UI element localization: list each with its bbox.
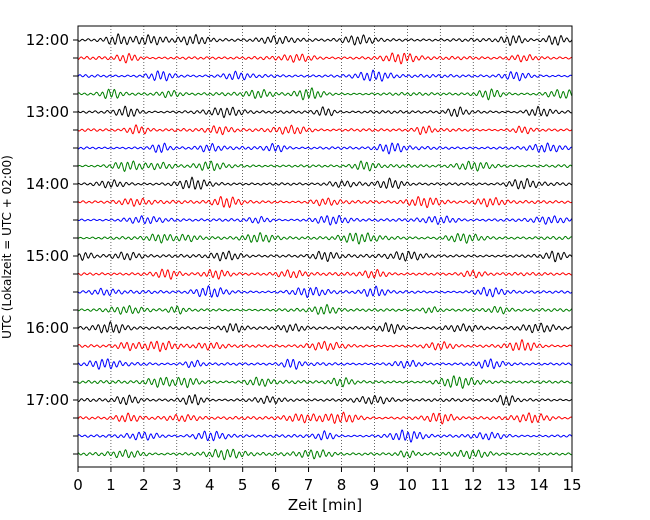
x-tick-label-4: 4 xyxy=(205,476,215,494)
trace-layer xyxy=(77,33,573,461)
y-tick-label-1200: 12:00 xyxy=(26,31,69,49)
trace-1630 xyxy=(77,358,573,370)
trace-1615 xyxy=(77,338,573,353)
x-tick-label-14: 14 xyxy=(530,476,549,494)
y-tick-label-1300: 13:00 xyxy=(26,103,69,121)
trace-1400 xyxy=(77,176,573,190)
trace-1200 xyxy=(77,33,573,47)
x-tick-label-12: 12 xyxy=(464,476,483,494)
x-axis-label: Zeit [min] xyxy=(288,496,362,514)
trace-1515 xyxy=(77,268,572,280)
trace-1415 xyxy=(77,196,573,209)
x-tick-label-15: 15 xyxy=(562,476,581,494)
x-tick-label-5: 5 xyxy=(238,476,248,494)
trace-1330 xyxy=(77,142,573,155)
trace-1345 xyxy=(77,160,573,173)
x-tick-label-2: 2 xyxy=(139,476,149,494)
y-tick-label-1500: 15:00 xyxy=(26,247,69,265)
y-tick-label-1600: 16:00 xyxy=(26,319,69,337)
x-tick-label-7: 7 xyxy=(304,476,314,494)
trace-1445 xyxy=(77,232,573,245)
trace-1230 xyxy=(77,69,573,82)
x-tick-label-3: 3 xyxy=(172,476,182,494)
trace-1530 xyxy=(77,284,573,298)
x-tick-label-8: 8 xyxy=(337,476,347,494)
trace-1715 xyxy=(77,411,573,425)
trace-1245 xyxy=(77,87,573,101)
plot-frame xyxy=(77,25,573,468)
trace-1545 xyxy=(77,303,573,315)
x-tick-label-6: 6 xyxy=(271,476,281,494)
x-tick-label-11: 11 xyxy=(431,476,450,494)
trace-1215 xyxy=(77,52,573,65)
trace-1300 xyxy=(77,105,573,119)
trace-1600 xyxy=(77,321,573,335)
trace-1315 xyxy=(77,124,573,136)
y-axis-ticks: 12:00 13:00 14:00 15:00 16:00 17:00 xyxy=(26,31,78,455)
x-tick-label-0: 0 xyxy=(73,476,83,494)
x-tick-label-10: 10 xyxy=(398,476,417,494)
trace-1700 xyxy=(77,393,573,406)
x-axis-ticks: 0 1 2 3 4 5 6 7 8 9 10 11 12 13 14 15 xyxy=(73,467,582,494)
y-tick-label-1400: 14:00 xyxy=(26,175,69,193)
y-axis-label: UTC (Lokalzeit = UTC + 02:00) xyxy=(0,155,14,339)
x-tick-label-13: 13 xyxy=(497,476,516,494)
trace-1430 xyxy=(77,214,573,226)
trace-1730 xyxy=(77,429,573,443)
trace-1500 xyxy=(77,250,573,263)
x-tick-label-9: 9 xyxy=(370,476,380,494)
trace-1645 xyxy=(77,375,573,389)
x-tick-label-1: 1 xyxy=(106,476,116,494)
y-tick-label-1700: 17:00 xyxy=(26,391,69,409)
trace-1745 xyxy=(77,448,573,461)
